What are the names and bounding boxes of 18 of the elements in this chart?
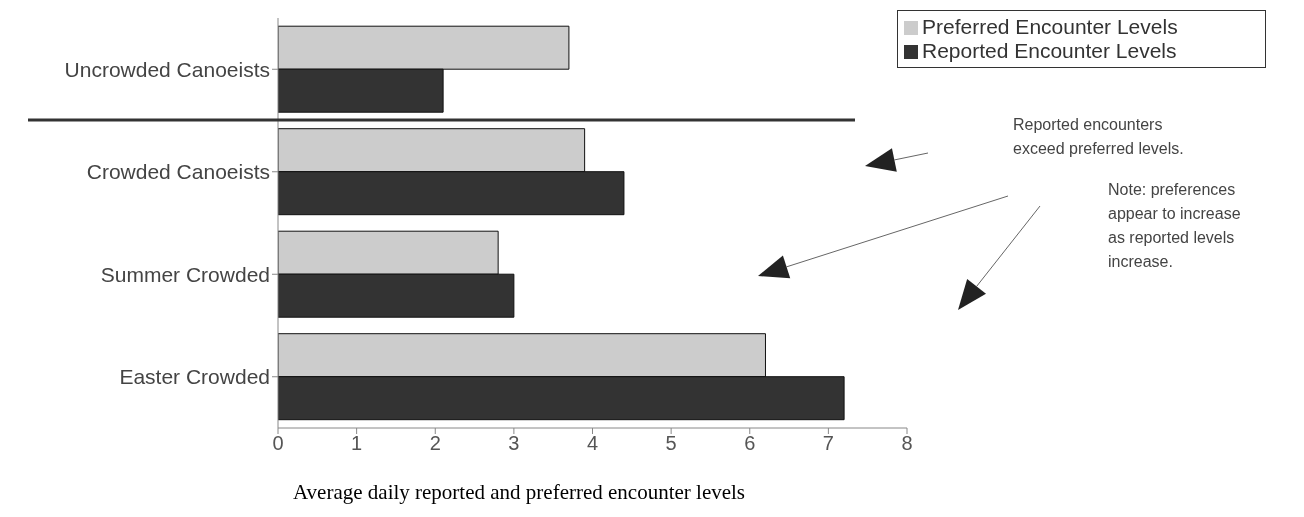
x-tick-label: 5 (665, 432, 677, 455)
x-tick-label: 2 (429, 432, 441, 455)
x-tick-label: 8 (901, 432, 913, 455)
x-tick-label: 1 (351, 432, 363, 455)
text: Note: preferences appear to increase as reported levels increase. (1108, 178, 1258, 274)
y-tick-label: Uncrowded Canoeists (64, 57, 270, 81)
x-tick-label: 3 (508, 432, 520, 455)
x-tick-label: 4 (586, 432, 599, 455)
y-tick-label: Easter Crowded (119, 365, 270, 389)
text: Average daily reported and preferred encounter levels (293, 480, 747, 505)
y-tick-label: Crowded Canoeists (86, 160, 270, 184)
x-tick-label: 7 (822, 432, 834, 455)
legend-label: Preferred Encounter Levels (922, 15, 1178, 38)
text: Reported encounters exceed preferred levels. (1013, 113, 1203, 161)
x-tick-label: 0 (272, 432, 284, 455)
legend-label: Reported Encounter Levels (922, 39, 1177, 62)
x-tick-label: 6 (744, 432, 756, 455)
y-tick-label: Summer Crowded (100, 262, 270, 286)
